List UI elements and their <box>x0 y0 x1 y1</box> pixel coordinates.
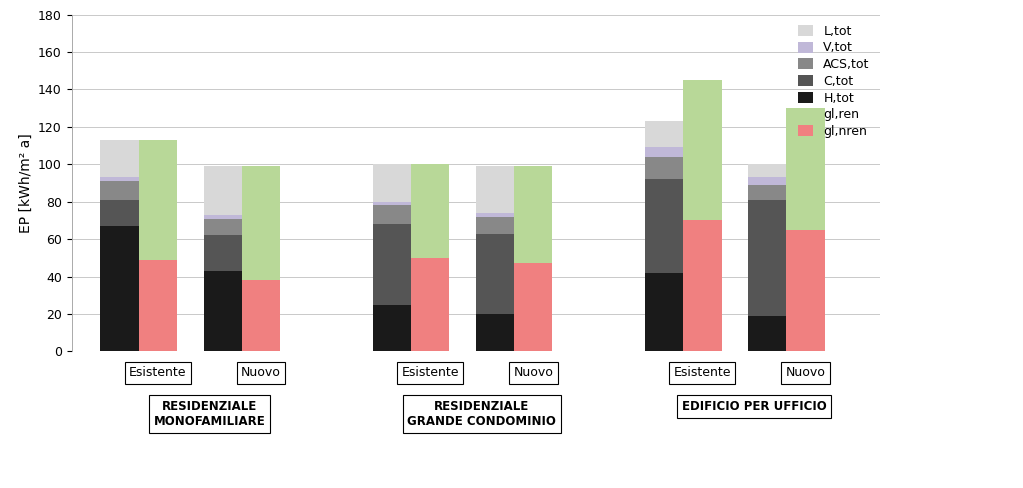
Bar <box>100 181 139 200</box>
Bar <box>411 258 449 351</box>
Bar <box>476 217 515 233</box>
Bar <box>515 264 552 351</box>
Legend: L,tot, V,tot, ACS,tot, C,tot, H,tot, gl,ren, gl,nren: L,tot, V,tot, ACS,tot, C,tot, H,tot, gl,… <box>795 21 874 142</box>
Bar <box>748 177 787 185</box>
Bar <box>644 179 683 273</box>
Bar <box>139 260 177 351</box>
Bar <box>644 157 683 179</box>
Text: Esistente: Esistente <box>401 366 459 379</box>
Bar <box>748 164 787 177</box>
Bar <box>204 271 241 351</box>
Bar <box>515 166 552 264</box>
Bar <box>644 147 683 157</box>
Bar <box>372 202 411 205</box>
Bar <box>204 166 241 215</box>
Bar <box>748 185 787 200</box>
Bar <box>100 226 139 351</box>
Bar <box>748 200 787 316</box>
Bar <box>644 121 683 147</box>
Bar <box>683 80 721 221</box>
Bar <box>683 221 721 351</box>
Text: Esistente: Esistente <box>129 366 186 379</box>
Text: Nuovo: Nuovo <box>786 366 826 379</box>
Bar <box>204 235 241 271</box>
Bar <box>204 219 241 235</box>
Bar <box>372 305 411 351</box>
Bar <box>100 200 139 226</box>
Bar <box>100 177 139 181</box>
Bar <box>476 213 515 217</box>
Bar <box>139 140 177 260</box>
Bar <box>476 166 515 213</box>
Bar <box>411 164 449 258</box>
Bar <box>100 140 139 177</box>
Text: Nuovo: Nuovo <box>241 366 281 379</box>
Bar <box>787 108 825 230</box>
Bar <box>241 280 280 351</box>
Bar <box>372 224 411 305</box>
Bar <box>476 233 515 314</box>
Bar <box>644 273 683 351</box>
Text: RESIDENZIALE
GRANDE CONDOMINIO: RESIDENZIALE GRANDE CONDOMINIO <box>407 400 557 428</box>
Text: EDIFICIO PER UFFICIO: EDIFICIO PER UFFICIO <box>681 400 827 413</box>
Bar <box>748 316 787 351</box>
Bar <box>204 215 241 219</box>
Bar <box>787 230 825 351</box>
Bar <box>476 314 515 351</box>
Text: RESIDENZIALE
MONOFAMILIARE: RESIDENZIALE MONOFAMILIARE <box>153 400 265 428</box>
Bar <box>372 205 411 224</box>
Y-axis label: EP [kWh/m² a]: EP [kWh/m² a] <box>18 133 33 233</box>
Text: Nuovo: Nuovo <box>514 366 553 379</box>
Bar <box>241 166 280 280</box>
Text: Esistente: Esistente <box>673 366 731 379</box>
Bar <box>372 164 411 202</box>
